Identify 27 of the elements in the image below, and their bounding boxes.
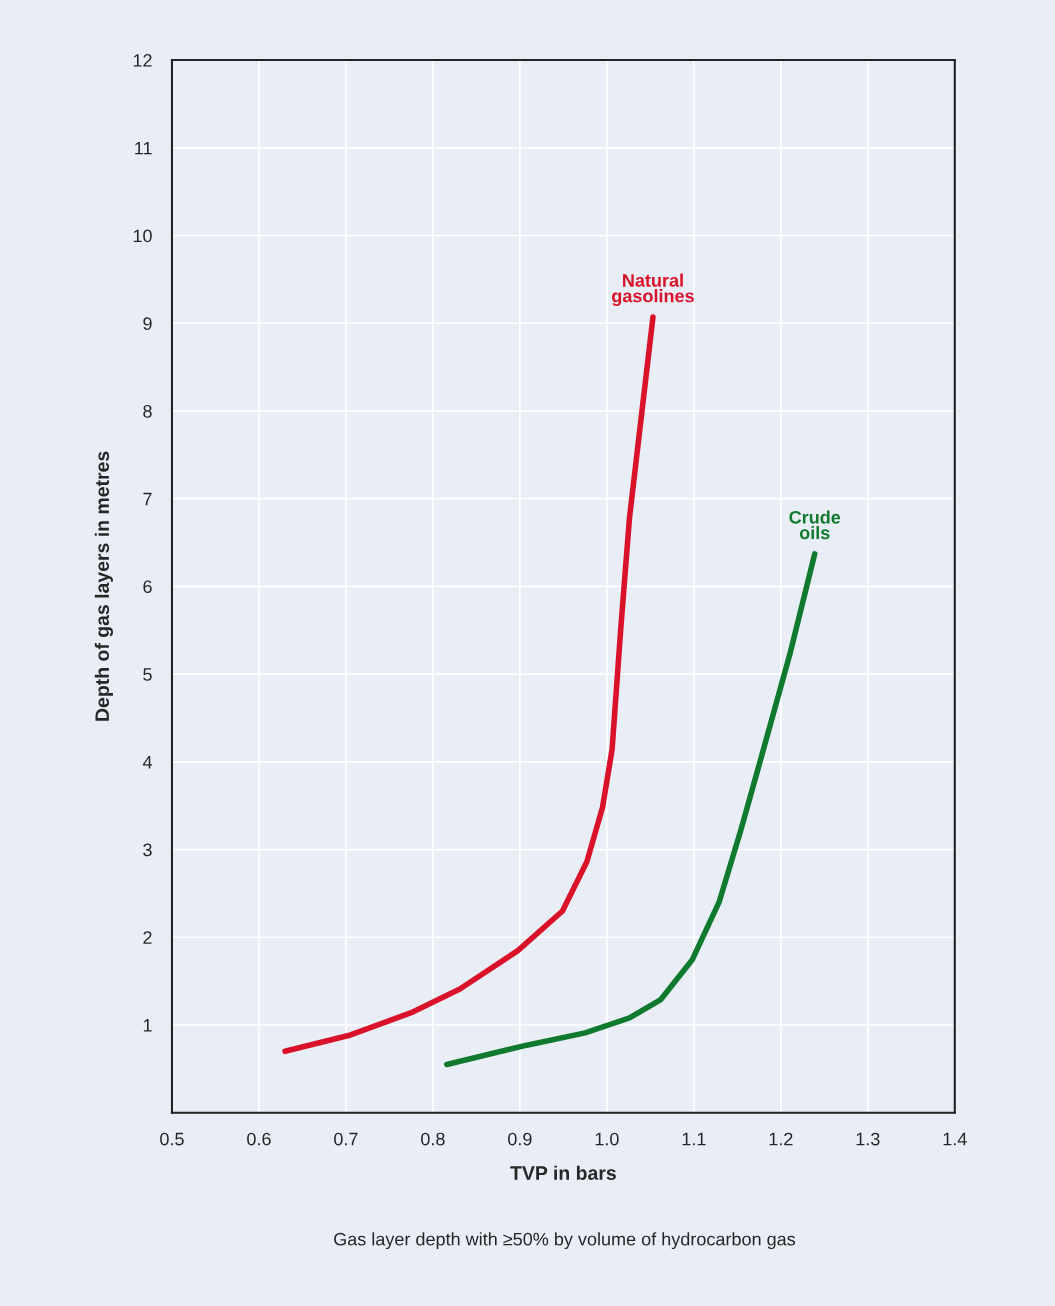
y-tick-label: 1 [143,1019,152,1032]
y-tick-label: 8 [143,404,152,418]
y-tick-label: 11 [135,141,152,155]
y-tick-label: 7 [143,492,152,506]
x-tick-label: 0.7 [334,1132,358,1146]
x-tick-label: 0.6 [247,1132,271,1146]
x-tick-label: 0.5 [160,1132,184,1146]
series-label: Natural gasolines [612,273,694,306]
y-tick-label: 10 [133,229,152,243]
x-tick-label: 0.9 [508,1132,532,1146]
y-tick-label: 6 [143,580,152,594]
y-tick-label: 3 [143,843,152,857]
x-tick-label: 1.0 [595,1132,619,1146]
x-tick-label: 1.4 [943,1132,967,1146]
x-tick-label: 0.8 [421,1132,445,1146]
x-tick-label: 1.1 [682,1132,706,1146]
series-label: Crude oils [789,510,841,540]
x-axis-title: TVP in bars [510,1165,616,1180]
x-tick-label: 1.2 [769,1132,793,1146]
y-tick-label: 12 [133,54,152,67]
y-tick-label: 2 [143,931,152,944]
y-tick-label: 4 [142,755,152,769]
x-tick-label: 1.3 [856,1132,880,1146]
y-axis-title: Depth of gas layers in metres [94,451,113,721]
y-tick-label: 9 [143,317,152,330]
y-tick-label: 5 [143,668,152,681]
text: Gas layer depth with ≥50% by volume of hydrocarbon gas [334,1232,796,1250]
